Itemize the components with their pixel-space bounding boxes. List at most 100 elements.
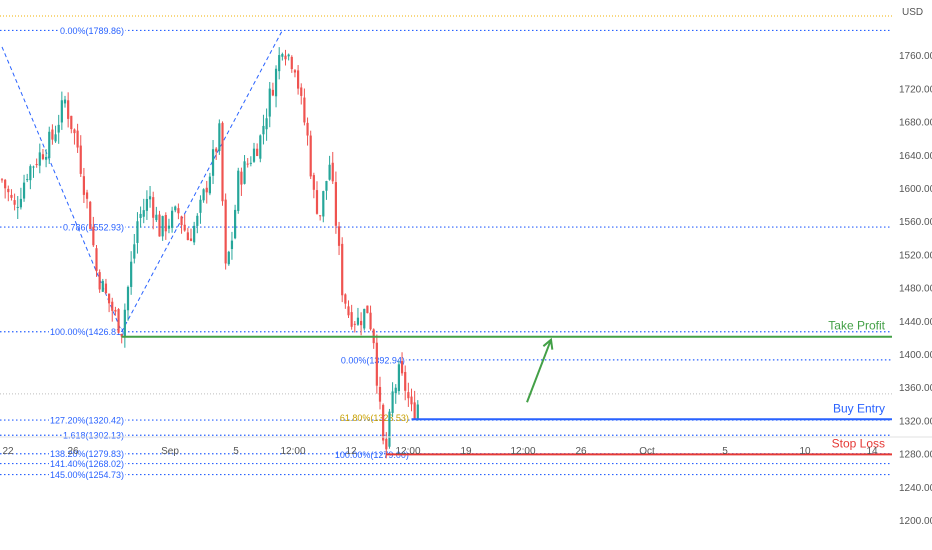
- candle-body[interactable]: [394, 387, 397, 394]
- candle-body[interactable]: [249, 162, 252, 164]
- candle-body[interactable]: [73, 129, 76, 134]
- candle-body[interactable]: [363, 308, 366, 329]
- candle-body[interactable]: [319, 215, 322, 217]
- candle-body[interactable]: [101, 280, 104, 292]
- candle-body[interactable]: [104, 283, 108, 294]
- candle-body[interactable]: [158, 214, 161, 237]
- candle-body[interactable]: [243, 161, 246, 184]
- candle-body[interactable]: [183, 224, 186, 231]
- candle-body[interactable]: [278, 55, 281, 72]
- candle-body[interactable]: [205, 187, 208, 193]
- candle-body[interactable]: [341, 243, 344, 296]
- candle-body[interactable]: [337, 226, 341, 246]
- candle-body[interactable]: [145, 198, 148, 211]
- candle-body[interactable]: [303, 97, 306, 123]
- candle-body[interactable]: [167, 225, 171, 229]
- candle-body[interactable]: [350, 312, 353, 327]
- candle-body[interactable]: [385, 438, 388, 450]
- candle-body[interactable]: [45, 157, 48, 160]
- candle-body[interactable]: [148, 196, 152, 200]
- candle-body[interactable]: [218, 123, 221, 151]
- candle-body[interactable]: [234, 209, 237, 239]
- candle-body[interactable]: [293, 70, 297, 73]
- candle-body[interactable]: [98, 272, 101, 290]
- candle-body[interactable]: [366, 305, 369, 314]
- candle-body[interactable]: [331, 162, 334, 182]
- candle-body[interactable]: [7, 188, 10, 193]
- candle-body[interactable]: [95, 248, 98, 272]
- candlesticks[interactable]: [0, 47, 419, 459]
- candle-body[interactable]: [413, 402, 416, 419]
- candle-body[interactable]: [265, 118, 268, 130]
- candle-body[interactable]: [60, 100, 63, 123]
- candle-body[interactable]: [322, 191, 325, 217]
- candle-body[interactable]: [262, 125, 265, 135]
- time-axis[interactable]: 22 26 Sep 5 12:00 12 12:00 19 12:00 26 Oct 5 10 14: [0, 436, 932, 457]
- candle-body[interactable]: [29, 166, 32, 181]
- candle-body[interactable]: [378, 386, 382, 402]
- candle-body[interactable]: [202, 189, 205, 201]
- candle-body[interactable]: [4, 179, 7, 189]
- candle-body[interactable]: [51, 129, 54, 140]
- candle-body[interactable]: [0, 179, 4, 181]
- candle-body[interactable]: [227, 251, 230, 265]
- candle-body[interactable]: [404, 371, 407, 391]
- candle-body[interactable]: [199, 199, 202, 213]
- candle-body[interactable]: [360, 320, 363, 326]
- candle-body[interactable]: [256, 148, 259, 157]
- candle-body[interactable]: [215, 148, 218, 152]
- candle-body[interactable]: [142, 210, 145, 217]
- candle-body[interactable]: [16, 206, 19, 208]
- candle-body[interactable]: [300, 87, 303, 96]
- candle-body[interactable]: [388, 411, 391, 447]
- candle-body[interactable]: [297, 70, 300, 89]
- candle-body[interactable]: [48, 131, 51, 159]
- candle-body[interactable]: [67, 100, 70, 119]
- candle-body[interactable]: [171, 210, 174, 228]
- candle-body[interactable]: [325, 181, 328, 191]
- candle-body[interactable]: [369, 312, 372, 330]
- candle-body[interactable]: [22, 182, 26, 199]
- candle-body[interactable]: [211, 149, 215, 176]
- candle-body[interactable]: [382, 404, 385, 441]
- candle-body[interactable]: [177, 208, 180, 214]
- candle-body[interactable]: [353, 323, 356, 325]
- candle-body[interactable]: [312, 175, 315, 190]
- candle-body[interactable]: [344, 294, 347, 304]
- price-axis[interactable]: USD 1200.00 1240.00 1280.00 1320.00 1360.00 1…: [892, 0, 932, 530]
- candle-body[interactable]: [397, 364, 400, 392]
- candle-body[interactable]: [315, 190, 319, 214]
- candle-body[interactable]: [32, 166, 35, 168]
- candle-body[interactable]: [268, 88, 271, 117]
- candle-body[interactable]: [189, 238, 193, 241]
- candle-body[interactable]: [152, 197, 155, 218]
- candle-body[interactable]: [306, 122, 309, 136]
- candle-body[interactable]: [400, 361, 404, 374]
- candle-body[interactable]: [35, 163, 38, 166]
- candle-body[interactable]: [13, 200, 16, 205]
- candle-body[interactable]: [136, 221, 139, 243]
- candle-body[interactable]: [240, 171, 243, 185]
- candle-body[interactable]: [356, 317, 360, 325]
- candle-body[interactable]: [85, 192, 89, 199]
- candle-body[interactable]: [407, 392, 410, 399]
- candle-body[interactable]: [281, 54, 284, 57]
- candle-body[interactable]: [274, 68, 278, 97]
- candle-body[interactable]: [328, 164, 331, 180]
- candle-body[interactable]: [416, 404, 419, 419]
- candle-body[interactable]: [70, 115, 73, 130]
- candle-body[interactable]: [54, 134, 57, 142]
- candle-body[interactable]: [57, 124, 60, 133]
- candle-body[interactable]: [114, 309, 117, 312]
- candle-body[interactable]: [82, 176, 85, 195]
- candle-body[interactable]: [174, 206, 177, 211]
- candle-body[interactable]: [120, 334, 123, 337]
- candle-body[interactable]: [123, 309, 126, 338]
- candle-body[interactable]: [10, 194, 13, 198]
- candle-body[interactable]: [89, 201, 92, 229]
- candle-body[interactable]: [375, 342, 378, 386]
- candle-body[interactable]: [347, 306, 350, 316]
- candle-body[interactable]: [155, 214, 158, 221]
- candle-body[interactable]: [221, 122, 224, 202]
